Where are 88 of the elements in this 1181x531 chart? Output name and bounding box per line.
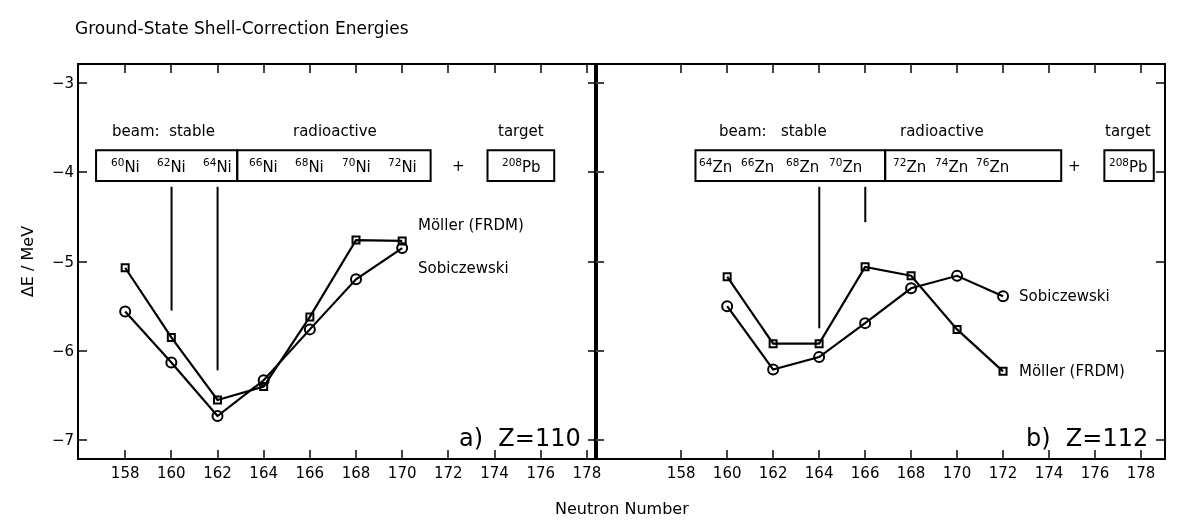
x-tick-label: 174	[1034, 464, 1064, 482]
annotation: $^{76}$Zn	[976, 156, 1010, 177]
annotation: target	[498, 122, 544, 140]
point	[351, 235, 361, 245]
annotation: $^{74}$Zn	[935, 156, 969, 177]
x-tick-label: 168	[896, 464, 926, 482]
annotation: beam: stable	[719, 122, 827, 140]
annotation: a) Z=110	[459, 424, 581, 452]
y-tick-label: −3	[51, 74, 74, 93]
point	[305, 312, 315, 322]
annotation: beam: stable	[112, 122, 215, 140]
x-tick-label: 158	[666, 464, 696, 482]
point	[213, 395, 223, 405]
series-label: Sobiczewski	[418, 259, 509, 277]
point	[952, 324, 962, 334]
x-tick-label: 162	[758, 464, 788, 482]
annotation: $^{60}$Ni	[111, 156, 140, 177]
annotation: $^{62}$Ni	[157, 156, 186, 177]
x-tick-label: 172	[988, 464, 1018, 482]
point	[951, 269, 964, 282]
x-tick-label: 174	[480, 464, 509, 482]
annotation: radioactive	[293, 122, 377, 140]
x-tick-label: 168	[341, 464, 371, 482]
point	[813, 351, 826, 364]
x-tick-label: 164	[804, 464, 834, 482]
x-tick-label: 170	[387, 464, 417, 482]
series-label: Möller (FRDM)	[1019, 362, 1125, 380]
x-tick-label: 178	[1126, 464, 1156, 482]
point	[165, 356, 178, 369]
annotation: $^{72}$Ni	[388, 156, 417, 177]
point	[814, 339, 824, 349]
point	[721, 300, 734, 313]
point	[257, 374, 270, 387]
x-tick-label: 178	[572, 464, 602, 482]
annotation: +	[452, 157, 465, 175]
point	[396, 242, 409, 255]
annotation: $^{70}$Zn	[829, 156, 863, 177]
point	[211, 410, 224, 423]
annotation: $^{66}$Ni	[249, 156, 278, 177]
point	[859, 317, 872, 330]
x-axis-title: Neutron Number	[555, 499, 690, 518]
annotation: target	[1105, 122, 1151, 140]
annotation: $^{208}$Pb	[502, 156, 541, 177]
annotation: $^{68}$Ni	[295, 156, 324, 177]
series-label: Sobiczewski	[1019, 287, 1110, 305]
y-tick-label: −6	[51, 342, 74, 361]
y-axis-title: ΔE / MeV	[18, 225, 38, 298]
point	[259, 382, 269, 392]
y-tick-label: −4	[51, 163, 74, 182]
point	[119, 305, 132, 318]
annotation: $^{70}$Ni	[342, 156, 371, 177]
point	[767, 363, 780, 376]
annotation: $^{66}$Zn	[741, 156, 775, 177]
point	[860, 262, 870, 272]
point	[768, 339, 778, 349]
x-tick-label: 160	[157, 464, 186, 482]
x-tick-label: 176	[1080, 464, 1110, 482]
chart-title: Ground-State Shell-Correction Energies	[75, 17, 409, 38]
x-tick-label: 172	[434, 464, 463, 482]
point	[397, 236, 407, 246]
point	[997, 290, 1010, 303]
y-tick-label: −7	[51, 431, 74, 450]
point	[905, 282, 918, 295]
annotation: radioactive	[900, 122, 984, 140]
x-tick-label: 166	[850, 464, 880, 482]
x-tick-label: 160	[712, 464, 742, 482]
annotation: $^{64}$Zn	[699, 156, 733, 177]
series-label: Möller (FRDM)	[418, 216, 524, 234]
y-tick-label: −5	[51, 252, 74, 271]
point	[722, 272, 732, 282]
annotation: $^{68}$Zn	[786, 156, 820, 177]
x-tick-label: 170	[942, 464, 972, 482]
annotation: b) Z=112	[1026, 424, 1149, 452]
x-tick-label: 158	[110, 464, 140, 482]
annotation: $^{64}$Ni	[203, 156, 232, 177]
x-tick-label: 166	[295, 464, 325, 482]
point	[350, 273, 363, 286]
point	[303, 323, 316, 336]
annotation: +	[1068, 157, 1081, 175]
annotation: $^{208}$Pb	[1109, 156, 1148, 177]
x-tick-label: 164	[249, 464, 278, 482]
point	[998, 366, 1008, 376]
point	[166, 332, 176, 342]
point	[906, 271, 916, 281]
point	[120, 263, 130, 273]
annotation: $^{72}$Zn	[893, 156, 927, 177]
x-tick-label: 176	[526, 464, 556, 482]
x-tick-label: 162	[203, 464, 232, 482]
